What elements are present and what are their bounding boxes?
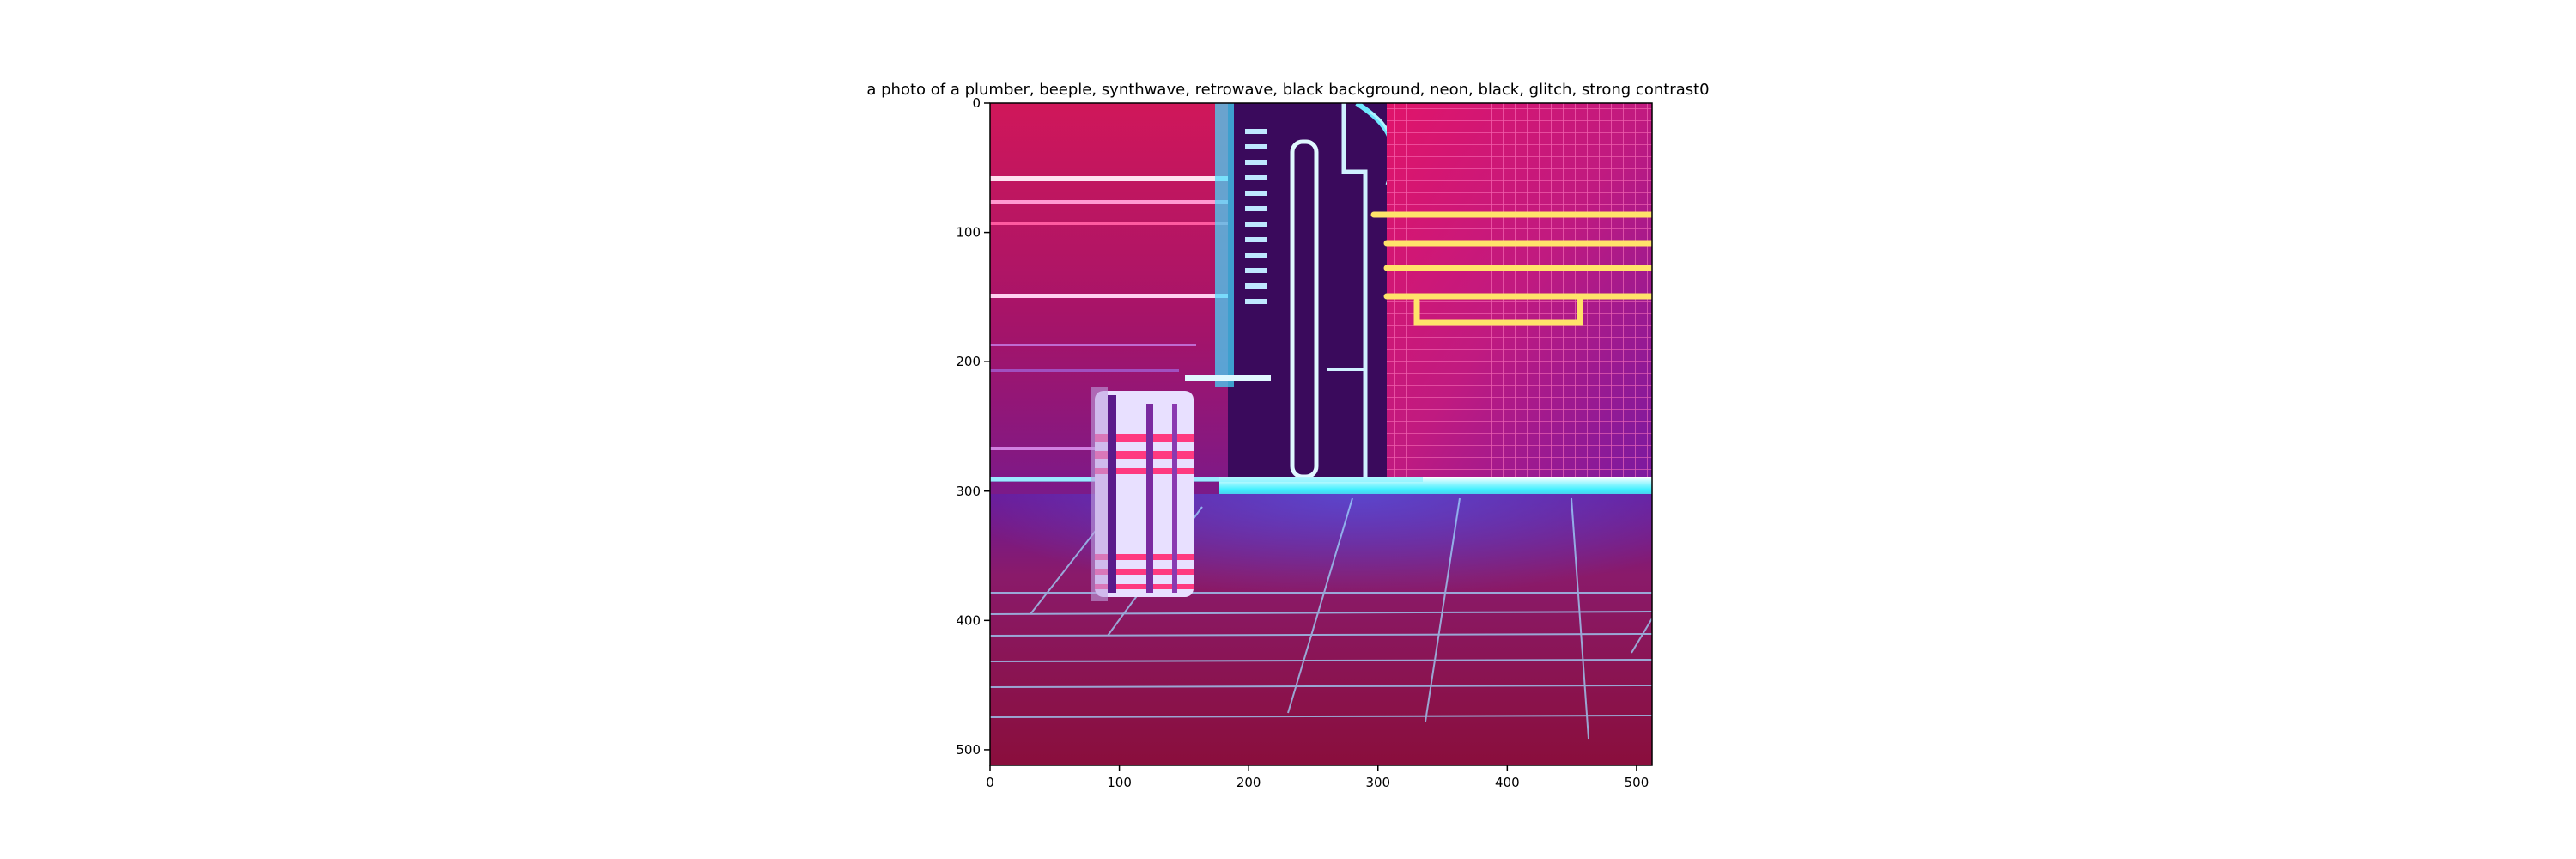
y-tick-label: 500 [956,742,981,758]
x-tick-label: 400 [1495,775,1520,790]
y-axis: 0 100 200 300 400 500 [956,95,990,758]
x-tick-label: 300 [1365,775,1390,790]
y-tick-label: 200 [956,354,981,369]
y-tick-label: 100 [956,225,981,241]
y-tick-label: 300 [956,484,981,499]
y-tick-label: 400 [956,612,981,628]
x-tick-label: 100 [1107,775,1132,790]
y-tick-label: 0 [972,95,981,111]
figure-title: a photo of a plumber, beeple, synthwave,… [866,81,1710,99]
x-axis: 0 100 200 300 400 500 [986,765,1649,790]
x-tick-label: 200 [1236,775,1261,790]
axes-frame [989,102,1653,766]
x-tick-label: 0 [986,775,994,790]
x-tick-label: 500 [1625,775,1649,790]
synthwave-image [990,103,1652,765]
